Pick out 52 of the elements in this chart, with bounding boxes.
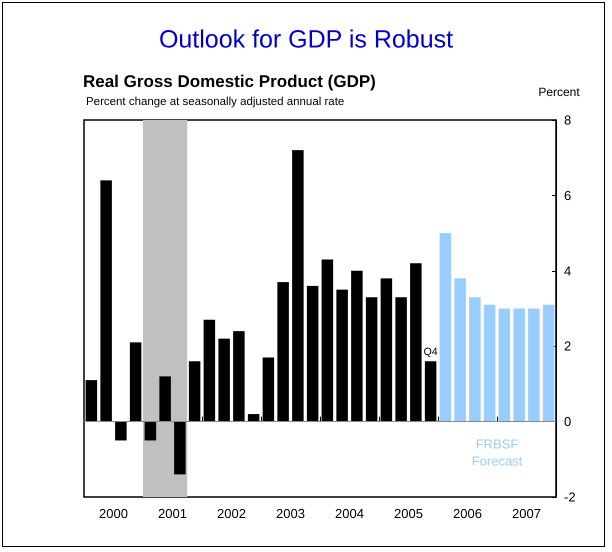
x-tick-label: 2007 xyxy=(512,506,541,521)
bar xyxy=(366,297,378,422)
x-tick-label: 2001 xyxy=(158,506,187,521)
bar xyxy=(395,297,407,422)
y-tick-label: 2 xyxy=(564,338,572,354)
bar xyxy=(86,380,98,422)
bar xyxy=(469,297,481,422)
bar xyxy=(248,414,260,422)
bar xyxy=(424,361,436,422)
chart-subtitle: Real Gross Domestic Product (GDP) xyxy=(83,72,376,91)
y-tick-label: -2 xyxy=(564,490,576,504)
bar xyxy=(218,338,230,422)
y-tick-label: 8 xyxy=(564,112,572,128)
bar xyxy=(528,308,540,422)
bar xyxy=(174,422,186,474)
x-tick-label: 2006 xyxy=(453,506,482,521)
x-tick-label: 2002 xyxy=(217,506,246,521)
bar xyxy=(292,150,304,422)
bar xyxy=(233,331,245,422)
y-tick-label: 0 xyxy=(564,414,572,430)
bar xyxy=(159,376,171,422)
bar xyxy=(351,270,363,422)
bar xyxy=(336,290,348,422)
bar xyxy=(262,358,274,422)
bar xyxy=(204,320,216,422)
annotation: FRBSF Forecast xyxy=(472,436,523,469)
y-axis-title: Percent xyxy=(538,85,580,99)
bar xyxy=(380,278,392,422)
bar xyxy=(277,282,289,422)
bar xyxy=(100,180,112,422)
bar xyxy=(144,422,156,440)
x-tick-label: 2004 xyxy=(335,506,364,521)
bar xyxy=(484,304,496,422)
bar xyxy=(440,233,452,422)
bar xyxy=(130,342,142,422)
annotation: Q4 xyxy=(424,346,438,358)
x-tick-label: 2003 xyxy=(276,506,305,521)
bar xyxy=(115,422,127,440)
x-tick-label: 2000 xyxy=(99,506,128,521)
y-tick-label: 6 xyxy=(564,188,572,203)
bar xyxy=(306,286,318,422)
text: Percent change at seasonally adjusted annual rate xyxy=(86,96,344,108)
bar xyxy=(188,361,200,422)
x-tick-label: 2005 xyxy=(394,506,423,521)
bar xyxy=(322,259,334,422)
chart-title: Outlook for GDP is Robust xyxy=(158,26,454,54)
bar xyxy=(542,304,554,422)
bar xyxy=(513,308,525,422)
bar xyxy=(410,263,422,422)
bar xyxy=(498,308,510,422)
bar xyxy=(454,278,466,422)
y-tick-label: 4 xyxy=(564,263,572,278)
